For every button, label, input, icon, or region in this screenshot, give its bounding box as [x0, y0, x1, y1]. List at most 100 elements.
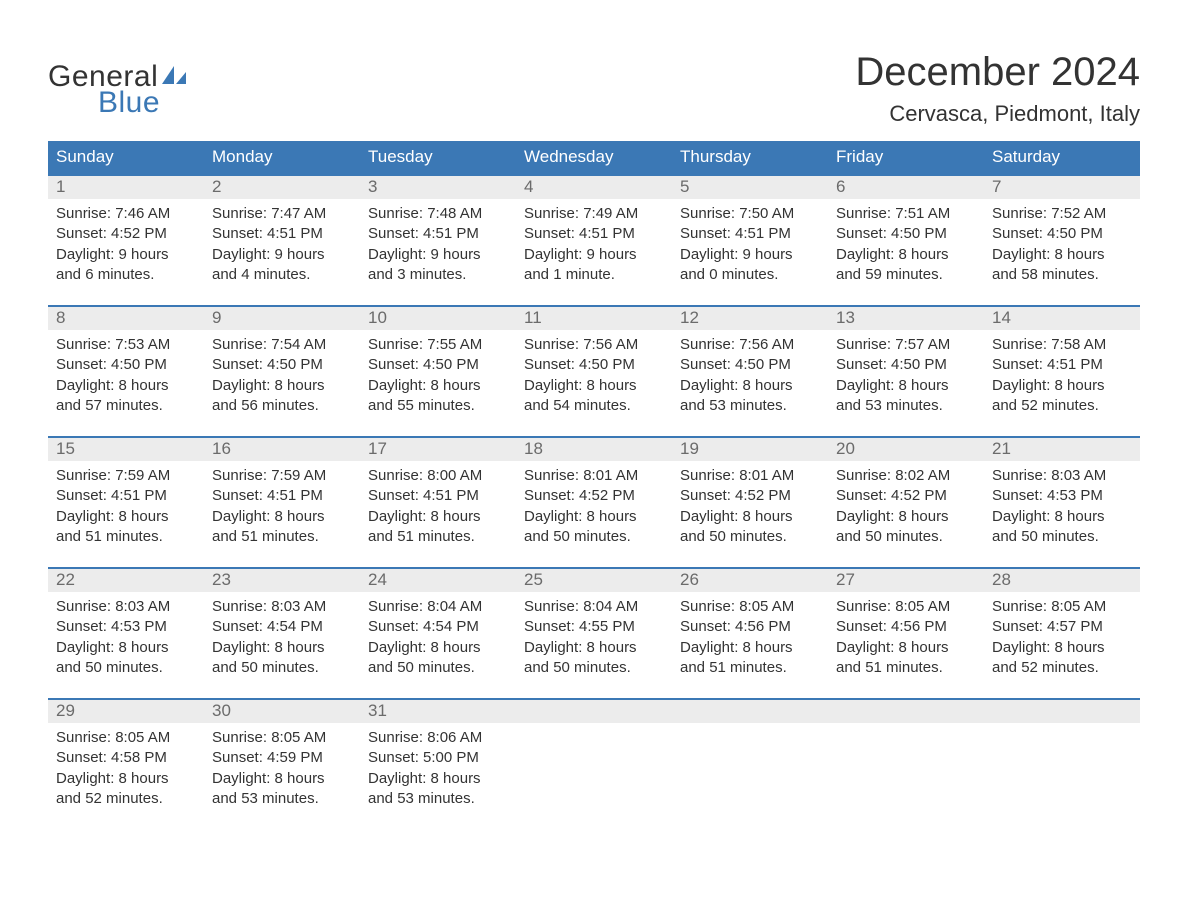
dow-cell: Sunday [48, 141, 204, 174]
sunset-text: Sunset: 4:53 PM [56, 617, 196, 637]
date-number: 17 [360, 438, 516, 461]
date-cell [516, 723, 672, 809]
date-number [984, 700, 1140, 723]
sunset-text: Sunset: 5:00 PM [368, 748, 508, 768]
d1-text: Daylight: 9 hours [368, 245, 508, 265]
date-number: 3 [360, 176, 516, 199]
d1-text: Daylight: 9 hours [212, 245, 352, 265]
sunrise-text: Sunrise: 8:05 AM [992, 597, 1132, 617]
d2-text: and 50 minutes. [212, 658, 352, 678]
sunrise-text: Sunrise: 7:57 AM [836, 335, 976, 355]
sunrise-text: Sunrise: 8:05 AM [836, 597, 976, 617]
d1-text: Daylight: 8 hours [836, 638, 976, 658]
d2-text: and 51 minutes. [212, 527, 352, 547]
date-number [516, 700, 672, 723]
sunset-text: Sunset: 4:55 PM [524, 617, 664, 637]
date-cell: Sunrise: 7:54 AMSunset: 4:50 PMDaylight:… [204, 330, 360, 416]
dow-cell: Monday [204, 141, 360, 174]
date-cell [672, 723, 828, 809]
d1-text: Daylight: 9 hours [56, 245, 196, 265]
sunrise-text: Sunrise: 7:59 AM [56, 466, 196, 486]
sunrise-text: Sunrise: 7:50 AM [680, 204, 820, 224]
sunrise-text: Sunrise: 8:03 AM [56, 597, 196, 617]
sunrise-text: Sunrise: 7:52 AM [992, 204, 1132, 224]
sunset-text: Sunset: 4:52 PM [56, 224, 196, 244]
d1-text: Daylight: 8 hours [368, 376, 508, 396]
sunrise-text: Sunrise: 7:47 AM [212, 204, 352, 224]
date-number: 1 [48, 176, 204, 199]
sunset-text: Sunset: 4:50 PM [56, 355, 196, 375]
d1-text: Daylight: 8 hours [524, 376, 664, 396]
sunset-text: Sunset: 4:58 PM [56, 748, 196, 768]
date-cell: Sunrise: 8:05 AMSunset: 4:58 PMDaylight:… [48, 723, 204, 809]
sunset-text: Sunset: 4:57 PM [992, 617, 1132, 637]
date-cell: Sunrise: 8:02 AMSunset: 4:52 PMDaylight:… [828, 461, 984, 547]
date-number: 2 [204, 176, 360, 199]
date-number: 21 [984, 438, 1140, 461]
d1-text: Daylight: 8 hours [524, 638, 664, 658]
sunrise-text: Sunrise: 7:46 AM [56, 204, 196, 224]
date-number: 19 [672, 438, 828, 461]
date-number: 22 [48, 569, 204, 592]
d1-text: Daylight: 8 hours [992, 507, 1132, 527]
d2-text: and 50 minutes. [368, 658, 508, 678]
sunset-text: Sunset: 4:50 PM [836, 224, 976, 244]
d2-text: and 50 minutes. [680, 527, 820, 547]
sunset-text: Sunset: 4:59 PM [212, 748, 352, 768]
d2-text: and 6 minutes. [56, 265, 196, 285]
sunrise-text: Sunrise: 8:03 AM [212, 597, 352, 617]
week-row: 15161718192021Sunrise: 7:59 AMSunset: 4:… [48, 436, 1140, 547]
dow-cell: Wednesday [516, 141, 672, 174]
dow-cell: Tuesday [360, 141, 516, 174]
d1-text: Daylight: 8 hours [680, 638, 820, 658]
d2-text: and 53 minutes. [368, 789, 508, 809]
date-number-row: 891011121314 [48, 305, 1140, 330]
date-number: 5 [672, 176, 828, 199]
d1-text: Daylight: 8 hours [680, 376, 820, 396]
sunset-text: Sunset: 4:54 PM [212, 617, 352, 637]
logo: General Blue [48, 50, 188, 120]
sunrise-text: Sunrise: 8:05 AM [212, 728, 352, 748]
d1-text: Daylight: 8 hours [368, 507, 508, 527]
d2-text: and 50 minutes. [992, 527, 1132, 547]
d2-text: and 53 minutes. [212, 789, 352, 809]
date-number: 18 [516, 438, 672, 461]
d2-text: and 50 minutes. [836, 527, 976, 547]
d2-text: and 51 minutes. [56, 527, 196, 547]
date-cell: Sunrise: 8:04 AMSunset: 4:54 PMDaylight:… [360, 592, 516, 678]
sunrise-text: Sunrise: 8:04 AM [368, 597, 508, 617]
calendar: SundayMondayTuesdayWednesdayThursdayFrid… [48, 141, 1140, 809]
sunset-text: Sunset: 4:50 PM [992, 224, 1132, 244]
d2-text: and 53 minutes. [836, 396, 976, 416]
d2-text: and 1 minute. [524, 265, 664, 285]
date-cell: Sunrise: 8:05 AMSunset: 4:56 PMDaylight:… [828, 592, 984, 678]
date-cell: Sunrise: 7:48 AMSunset: 4:51 PMDaylight:… [360, 199, 516, 285]
d2-text: and 51 minutes. [680, 658, 820, 678]
date-cell: Sunrise: 7:57 AMSunset: 4:50 PMDaylight:… [828, 330, 984, 416]
sunset-text: Sunset: 4:51 PM [56, 486, 196, 506]
date-number-row: 15161718192021 [48, 436, 1140, 461]
date-number: 20 [828, 438, 984, 461]
date-number: 25 [516, 569, 672, 592]
d2-text: and 0 minutes. [680, 265, 820, 285]
date-cell: Sunrise: 8:03 AMSunset: 4:53 PMDaylight:… [48, 592, 204, 678]
d2-text: and 56 minutes. [212, 396, 352, 416]
sunrise-text: Sunrise: 8:01 AM [680, 466, 820, 486]
d2-text: and 4 minutes. [212, 265, 352, 285]
sail-icon [160, 64, 188, 86]
d2-text: and 3 minutes. [368, 265, 508, 285]
d2-text: and 51 minutes. [836, 658, 976, 678]
date-cell: Sunrise: 8:05 AMSunset: 4:57 PMDaylight:… [984, 592, 1140, 678]
d1-text: Daylight: 8 hours [836, 507, 976, 527]
sunrise-text: Sunrise: 7:59 AM [212, 466, 352, 486]
date-number [828, 700, 984, 723]
month-title: December 2024 [855, 50, 1140, 95]
d1-text: Daylight: 8 hours [56, 769, 196, 789]
date-number: 10 [360, 307, 516, 330]
date-number: 11 [516, 307, 672, 330]
sunset-text: Sunset: 4:52 PM [524, 486, 664, 506]
date-cell: Sunrise: 7:59 AMSunset: 4:51 PMDaylight:… [48, 461, 204, 547]
date-number: 26 [672, 569, 828, 592]
date-cell: Sunrise: 7:59 AMSunset: 4:51 PMDaylight:… [204, 461, 360, 547]
sunrise-text: Sunrise: 8:03 AM [992, 466, 1132, 486]
